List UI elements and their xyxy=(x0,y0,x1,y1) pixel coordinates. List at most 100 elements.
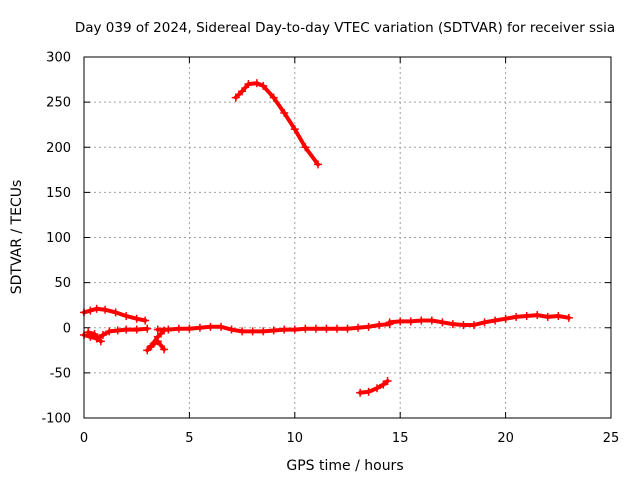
y-tick-label: 0 xyxy=(63,321,71,336)
data-point xyxy=(343,324,352,333)
data-point xyxy=(396,317,405,326)
chart-title: Day 039 of 2024, Sidereal Day-to-day VTE… xyxy=(75,20,615,36)
y-tick-label: 100 xyxy=(46,231,71,246)
data-point xyxy=(522,312,531,321)
data-point xyxy=(313,160,322,169)
data-point xyxy=(322,324,331,333)
x-tick-label: 25 xyxy=(603,431,620,446)
data-point xyxy=(252,79,261,88)
data-point xyxy=(385,318,394,327)
data-point xyxy=(206,322,215,331)
data-point xyxy=(185,324,194,333)
plot-frame xyxy=(83,56,612,419)
y-tick-label: 300 xyxy=(46,51,71,66)
data-point xyxy=(122,312,131,321)
data-point xyxy=(141,316,150,325)
y-tick-label: 250 xyxy=(46,96,71,111)
y-tick-label: 200 xyxy=(46,141,71,156)
data-point xyxy=(160,345,169,354)
y-tick-label: 150 xyxy=(46,186,71,201)
data-point xyxy=(406,317,415,326)
data-point xyxy=(238,327,247,336)
data-point xyxy=(375,321,384,330)
data-point xyxy=(501,314,510,323)
axis-ticks: -100 -50 0 50 100 150 200 250 300 0 5 10 15 20 25 xyxy=(41,51,619,447)
data-point xyxy=(459,321,468,330)
data-point xyxy=(238,87,247,96)
data-point xyxy=(269,326,278,335)
data-point xyxy=(512,312,521,321)
data-point xyxy=(290,125,299,134)
data-point xyxy=(280,108,289,117)
data-point xyxy=(96,337,105,346)
data-point xyxy=(98,330,107,339)
x-tick-label: 15 xyxy=(392,431,409,446)
data-point xyxy=(301,324,310,333)
data-point xyxy=(491,316,500,325)
data-point xyxy=(153,325,162,334)
x-tick-label: 20 xyxy=(497,431,514,446)
data-point xyxy=(174,324,183,333)
data-point xyxy=(290,325,299,334)
x-tick-label: 5 xyxy=(185,431,193,446)
y-tick-label: -100 xyxy=(41,412,71,427)
data-point xyxy=(564,313,573,322)
data-point xyxy=(259,81,268,90)
data-point xyxy=(427,316,436,325)
data-point xyxy=(554,312,563,321)
data-point xyxy=(379,380,388,389)
x-axis-label: GPS time / hours xyxy=(286,458,403,474)
data-point xyxy=(244,80,253,89)
series-arc-9-line xyxy=(387,313,571,327)
data-point xyxy=(132,314,141,323)
data-point xyxy=(280,325,289,334)
data-point xyxy=(143,346,152,355)
data-point xyxy=(105,327,114,336)
data-point xyxy=(111,308,120,317)
y-tick-label: -50 xyxy=(50,366,71,381)
data-point xyxy=(92,304,101,313)
data-point xyxy=(269,93,278,102)
data-point xyxy=(469,321,478,330)
data-point xyxy=(122,325,131,334)
x-tick-label: 10 xyxy=(287,431,304,446)
data-point xyxy=(373,384,382,393)
data-point xyxy=(147,341,156,350)
data-point xyxy=(448,320,457,329)
data-point xyxy=(543,312,552,321)
data-point xyxy=(438,318,447,327)
y-axis-label: SDTVAR / TECUs xyxy=(9,180,25,295)
data-point xyxy=(364,322,373,331)
data-point xyxy=(143,324,152,333)
data-point xyxy=(153,332,162,341)
data-point xyxy=(231,93,240,102)
data-point xyxy=(417,316,426,325)
data-point xyxy=(354,323,363,332)
data-point xyxy=(217,322,226,331)
data-point xyxy=(259,327,268,336)
y-tick-label: 50 xyxy=(54,276,71,291)
x-tick-label: 0 xyxy=(80,431,88,446)
data-point xyxy=(86,306,95,315)
data-point xyxy=(356,388,365,397)
grid-lines xyxy=(84,57,611,418)
data-point xyxy=(84,328,93,337)
data-point xyxy=(364,387,373,396)
data-point xyxy=(113,326,122,335)
data-point xyxy=(227,325,236,334)
data-point xyxy=(101,305,110,314)
series-arc-7-line xyxy=(233,81,320,167)
data-point xyxy=(301,143,310,152)
data-point xyxy=(311,324,320,333)
data-point xyxy=(90,330,99,339)
data-point xyxy=(164,325,173,334)
data-point xyxy=(248,327,257,336)
data-point xyxy=(383,376,392,385)
data-series xyxy=(80,79,573,397)
data-point xyxy=(480,318,489,327)
data-point xyxy=(195,323,204,332)
data-point xyxy=(132,325,141,334)
data-point xyxy=(332,324,341,333)
data-point xyxy=(533,311,542,320)
